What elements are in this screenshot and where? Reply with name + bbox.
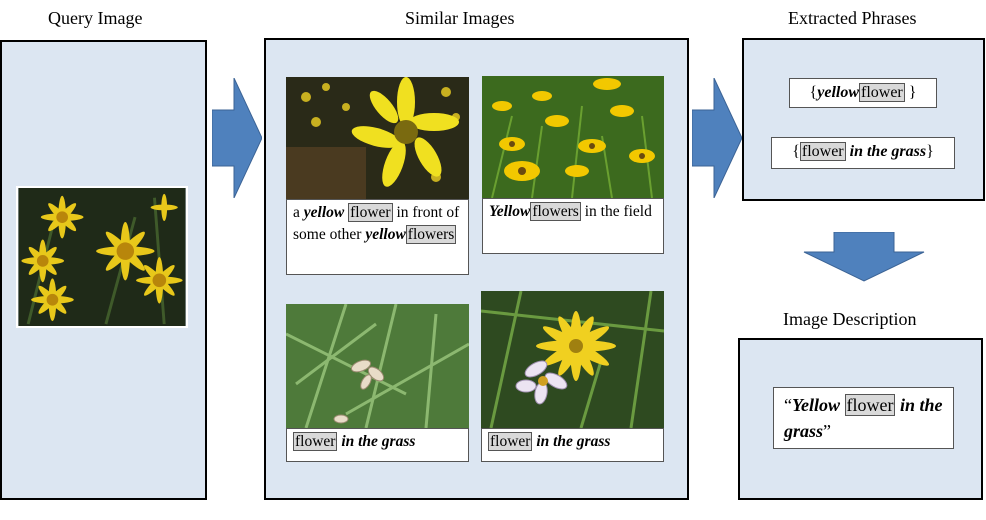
extracted-phrase-2: {flower in the grass} [771,137,955,169]
brace-close: } [904,84,917,101]
caption-1-text-b: in front of some other [293,204,460,243]
caption-2: Yellow flowers in the field [482,198,664,254]
extracted-phrase-1: {yellow flower } [789,78,937,108]
query-image-title: Query Image [48,8,143,28]
caption-3-noun-highlight: flower [293,432,338,451]
similar-image-4 [481,291,664,428]
flower-in-grass-photo-1 [286,304,469,428]
phrase-2-noun-highlight: flower [799,142,846,161]
description-noun-highlight: flower [844,394,896,416]
caption-1: a yellow flower in front of some other y… [286,199,469,275]
right-arrow-icon [692,78,742,198]
caption-4: flower in the grass [481,428,664,462]
quote-open: “ [784,395,792,415]
caption-1-adjective-2: yellow [365,226,406,243]
image-description-box: “Yellow flower in the grass” [773,387,954,449]
similar-image-1 [286,77,469,199]
yellow-flowers-field-photo [482,76,664,198]
yellow-flower-closeup-photo [286,77,469,199]
quote-close: ” [823,421,832,441]
flower-in-grass-photo-2 [481,291,664,428]
brace-open: { [792,143,800,160]
query-image [16,186,188,328]
brace-close: } [926,143,934,160]
caption-2-text: in the field [580,203,652,220]
caption-4-noun-highlight: flower [488,432,533,451]
similar-images-title: Similar Images [405,8,515,28]
right-arrow-icon [212,78,262,198]
caption-1-noun-highlight-2: flowers [405,225,457,244]
caption-2-noun-highlight: flowers [530,202,581,221]
extracted-phrases-panel [742,38,985,201]
caption-1-adjective: yellow [303,204,345,221]
caption-3-phrase: in the grass [337,433,416,450]
caption-1-text-a: a [293,204,304,221]
similar-image-3 [286,304,469,428]
caption-1-noun-highlight: flower [348,203,393,222]
extracted-phrases-title: Extracted Phrases [788,8,917,28]
yellow-daisies-photo [18,188,186,326]
phrase-1-adjective: yellow [817,84,859,101]
image-description-title: Image Description [783,309,917,329]
caption-2-adjective: Yellow [489,203,531,220]
brace-open: { [809,84,818,101]
similar-image-2 [482,76,664,198]
phrase-1-noun-highlight: flower [859,83,905,102]
phrase-2-phrase: in the grass [845,143,927,160]
caption-4-phrase: in the grass [532,433,611,450]
caption-3: flower in the grass [286,428,469,462]
description-adjective: Yellow [792,395,840,415]
description-phrase: in the grass [784,395,943,441]
down-arrow-icon [803,232,925,282]
